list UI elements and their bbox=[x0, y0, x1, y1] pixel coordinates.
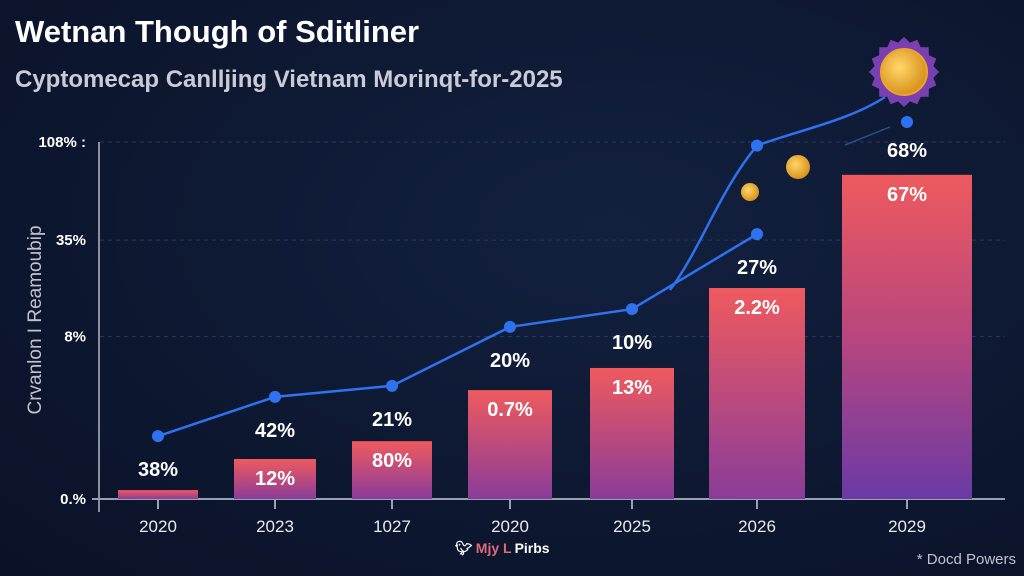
data-point-2020 bbox=[152, 430, 164, 443]
credit-text: Pirbs bbox=[514, 540, 550, 556]
point-value-label: 68% bbox=[887, 140, 927, 162]
twitter-icon: 🐦︎ bbox=[455, 540, 473, 556]
data-point-2020 bbox=[504, 320, 516, 333]
footnote: * Docd Powers bbox=[916, 551, 1016, 568]
bar-2026 bbox=[709, 288, 805, 499]
point-value-label: 38% bbox=[138, 459, 178, 481]
bar-value-label: 0.7% bbox=[487, 399, 533, 421]
coin-icon bbox=[741, 183, 759, 201]
medal-coin-icon bbox=[880, 48, 928, 96]
data-point-1027 bbox=[386, 379, 398, 392]
bar-value-label: 2.2% bbox=[734, 297, 780, 319]
credit-handle: Mjy L bbox=[475, 540, 512, 556]
bar-2020 bbox=[118, 490, 198, 499]
x-tick-label: 1027 bbox=[373, 517, 411, 536]
x-tick-label: 2025 bbox=[613, 517, 651, 536]
chart-title: Wetnan Though of Sditliner bbox=[15, 14, 420, 49]
data-point-2026 bbox=[751, 228, 763, 241]
bar-value-label: 80% bbox=[372, 450, 412, 472]
data-point-2029 bbox=[901, 116, 913, 129]
credit: 🐦︎ Mjy L Pirbs bbox=[455, 540, 550, 557]
faint-connector-line bbox=[844, 126, 891, 146]
bar-1027 bbox=[352, 441, 432, 499]
bar-2020 bbox=[468, 390, 552, 499]
bar-value-label: 67% bbox=[887, 184, 927, 206]
bar-2029 bbox=[842, 174, 972, 499]
point-value-label: 21% bbox=[372, 409, 412, 431]
coin-icon bbox=[786, 155, 810, 179]
data-point-2025 bbox=[626, 303, 638, 316]
y-tick-label: 108% : bbox=[38, 134, 86, 151]
y-tick-label: 8% bbox=[64, 329, 86, 346]
point-value-label: 20% bbox=[490, 350, 530, 372]
bar-value-label: 13% bbox=[612, 377, 652, 399]
bar-2025 bbox=[590, 367, 674, 499]
x-tick-label: 2026 bbox=[738, 517, 776, 536]
data-point-extra bbox=[751, 139, 763, 152]
y-tick-label: 35% bbox=[56, 232, 86, 249]
bar-value-label: 12% bbox=[255, 468, 295, 490]
y-tick-label: 0.% bbox=[60, 491, 86, 508]
point-value-label: 27% bbox=[737, 257, 777, 279]
data-point-2023 bbox=[269, 390, 281, 403]
x-tick-label: 2020 bbox=[491, 517, 529, 536]
chart-subtitle: Cyptomecap Canlljing Vietnam Morinqt-for… bbox=[15, 66, 563, 93]
x-tick-label: 2020 bbox=[139, 517, 177, 536]
x-tick-label: 2029 bbox=[888, 517, 926, 536]
point-value-label: 10% bbox=[612, 332, 652, 354]
point-value-label: 42% bbox=[255, 420, 295, 442]
x-tick-label: 2023 bbox=[256, 517, 294, 536]
trend-line bbox=[157, 233, 758, 438]
bar-2023 bbox=[234, 459, 316, 499]
